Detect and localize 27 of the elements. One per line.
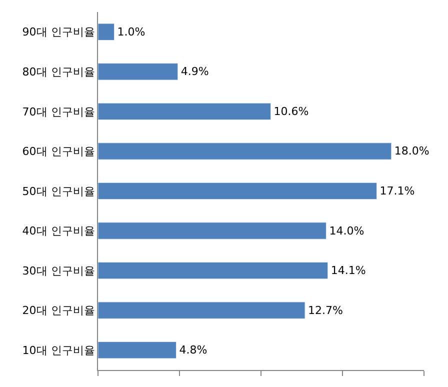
- data-label: 14.0%: [329, 224, 364, 238]
- y-tick-label: 10대 인구비율: [22, 344, 95, 357]
- y-tick-label: 30대 인구비율: [22, 264, 95, 278]
- data-label: 14.1%: [330, 264, 366, 278]
- y-tick-label: 70대 인구비율: [22, 105, 95, 118]
- y-tick-label: 90대 인구비율: [22, 26, 95, 39]
- y-tick-label: 40대 인구비율: [22, 224, 95, 238]
- data-label: 4.9%: [180, 65, 209, 78]
- y-tick-label: 80대 인구비율: [22, 66, 95, 79]
- y-tick-label: 50대 인구비율: [22, 184, 95, 198]
- bar: [98, 302, 306, 319]
- bar: [98, 23, 115, 40]
- data-label: 1.0%: [117, 25, 146, 38]
- bar: [98, 102, 272, 120]
- bar: [98, 342, 176, 359]
- data-label: 18.0%: [394, 144, 430, 158]
- data-label: 17.1%: [380, 184, 415, 198]
- data-label: 12.7%: [308, 304, 343, 317]
- bar: [98, 262, 328, 280]
- y-tick-label: 20대 인구비율: [22, 304, 95, 318]
- y-tick-label: 60대 인구비율: [22, 145, 95, 158]
- bar: [98, 142, 392, 160]
- data-label: 4.8%: [179, 344, 208, 357]
- bar: [98, 63, 178, 80]
- bar: [98, 182, 377, 200]
- data-label: 10.6%: [274, 104, 309, 118]
- bar: [98, 222, 326, 240]
